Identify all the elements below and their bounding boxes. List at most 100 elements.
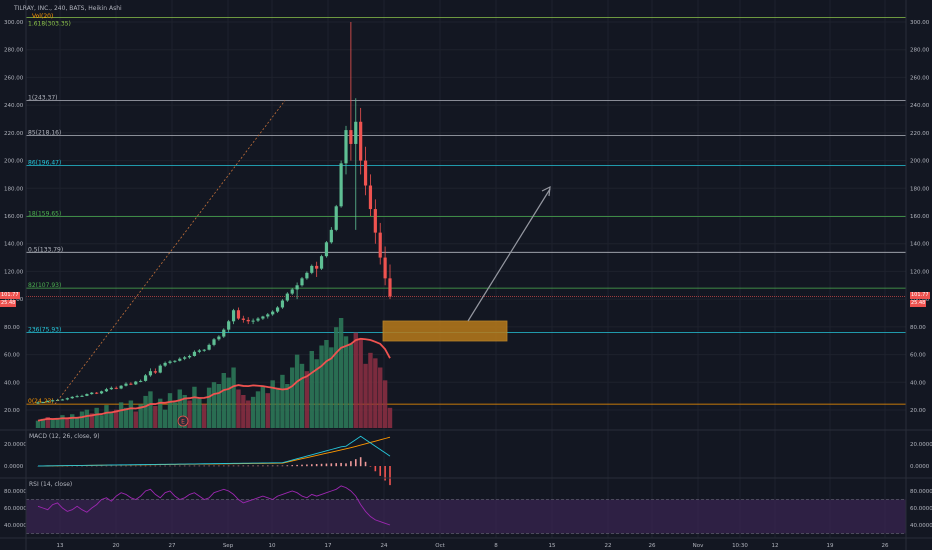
candle-body (99, 391, 104, 394)
earnings-marker-letter: E (181, 419, 185, 426)
price-axis-label-right: 220.00 (910, 131, 930, 137)
volume-bar (382, 380, 388, 428)
trend-line[interactable] (54, 100, 286, 405)
macd-label[interactable]: MACD (12, 26, close, 9) (29, 433, 100, 440)
price-axis-label-left: 180.00 (4, 186, 24, 192)
time-axis-label: 24 (381, 543, 388, 549)
volume-bar (338, 318, 344, 428)
price-axis-label-left: 300.00 (4, 20, 24, 26)
macd-histogram-bar (227, 465, 230, 467)
volume-bar (109, 411, 114, 428)
volume-bar (304, 371, 310, 428)
candle-body (119, 385, 123, 389)
fib-label: 0(24.23) (28, 398, 54, 405)
volume-bar (143, 395, 148, 428)
earnings-marker-icon[interactable] (177, 415, 189, 427)
candle-body (80, 395, 84, 397)
volume-bar (378, 367, 383, 428)
candle-body (315, 265, 319, 269)
volume-bar (353, 332, 358, 428)
price-axis-label-left: 40.00 (4, 380, 20, 386)
candle-body (305, 272, 309, 279)
volume-bar (206, 387, 212, 428)
time-axis-label: 17 (325, 543, 332, 549)
volume-indicator-label[interactable]: Vol(20) (32, 13, 54, 20)
projection-arrow[interactable] (467, 188, 551, 322)
macd-histogram-bar (257, 465, 259, 467)
candle-body (197, 350, 201, 352)
price-axis-label-left: 140.00 (4, 242, 24, 248)
candle-body (368, 185, 373, 210)
candle-body (300, 278, 304, 286)
candle-body (319, 256, 324, 269)
volume-bar (94, 407, 99, 428)
volume-bar (118, 402, 124, 428)
volume-bar (314, 359, 319, 428)
support-zone-rectangle[interactable] (382, 320, 508, 342)
candle-body (212, 339, 216, 345)
candle-body (60, 399, 65, 401)
macd-histogram-bar (325, 463, 328, 467)
macd-histogram-bar (330, 463, 333, 467)
projection-arrow-head[interactable] (541, 185, 551, 197)
macd-histogram-bar (350, 461, 352, 467)
macd-histogram-bar (389, 466, 391, 486)
price-axis-label-left: 200.00 (4, 159, 24, 165)
rsi-band (26, 499, 906, 534)
time-axis-label: 10:30 (732, 543, 748, 549)
volume-bar (236, 389, 241, 428)
price-axis-label-right: 180.00 (910, 186, 930, 192)
volume-bar (241, 395, 246, 428)
candle-body (373, 209, 377, 233)
macd-axis-label-left: 20.0000 (4, 442, 27, 448)
price-axis-label-left: 260.00 (4, 75, 24, 81)
fib-label: 85(218.16) (28, 129, 61, 136)
candle-body (324, 242, 329, 257)
time-axis-label: 10 (269, 543, 276, 549)
time-axis-label: Sep (223, 543, 234, 549)
macd-histogram-bar (364, 461, 367, 467)
macd-histogram-bar (379, 466, 382, 476)
volume-bar (211, 382, 217, 428)
time-axis-label: 26 (649, 543, 656, 549)
volume-bar (231, 367, 236, 428)
candle-body (310, 265, 314, 273)
price-axis-label-left: 240.00 (4, 103, 24, 109)
time-axis-label: 15 (549, 543, 556, 549)
candle-body (95, 392, 99, 394)
candle-body (163, 362, 167, 366)
candle-body (75, 396, 79, 398)
volume-bar (334, 327, 339, 428)
rsi-label[interactable]: RSI (14, close) (29, 481, 73, 488)
time-axis-label: 26 (882, 543, 889, 549)
volume-bar (329, 347, 334, 428)
left-price-tag: 101.77 (0, 292, 20, 299)
candle-body (275, 307, 280, 312)
volume-bar (363, 363, 368, 428)
fib-label: 0.5(133.79) (28, 246, 63, 253)
candle-body (143, 375, 148, 381)
candle-body (349, 130, 353, 144)
price-axis-label-right: 20.00 (910, 408, 926, 414)
candle-body (261, 316, 265, 319)
candle-body (114, 387, 118, 389)
candle-body (256, 318, 260, 321)
right-sub-tag: 25.48 (910, 300, 927, 307)
volume-bar (177, 389, 182, 428)
candle-body (236, 310, 241, 319)
macd-histogram-bar (218, 465, 220, 467)
volume-bar (123, 407, 129, 428)
candle-body (295, 285, 299, 290)
candle-body (227, 321, 231, 330)
volume-bar (60, 415, 65, 428)
volume-bar (309, 351, 314, 428)
macd-line (37, 435, 391, 467)
volume-bar (104, 405, 109, 428)
macd-histogram-bar (369, 466, 372, 467)
macd-histogram-bar (286, 465, 289, 467)
fib-label: 82(107.93) (28, 282, 61, 289)
volume-bar (265, 393, 270, 428)
macd-histogram-bar (310, 464, 313, 467)
macd-histogram-bar (335, 463, 338, 467)
